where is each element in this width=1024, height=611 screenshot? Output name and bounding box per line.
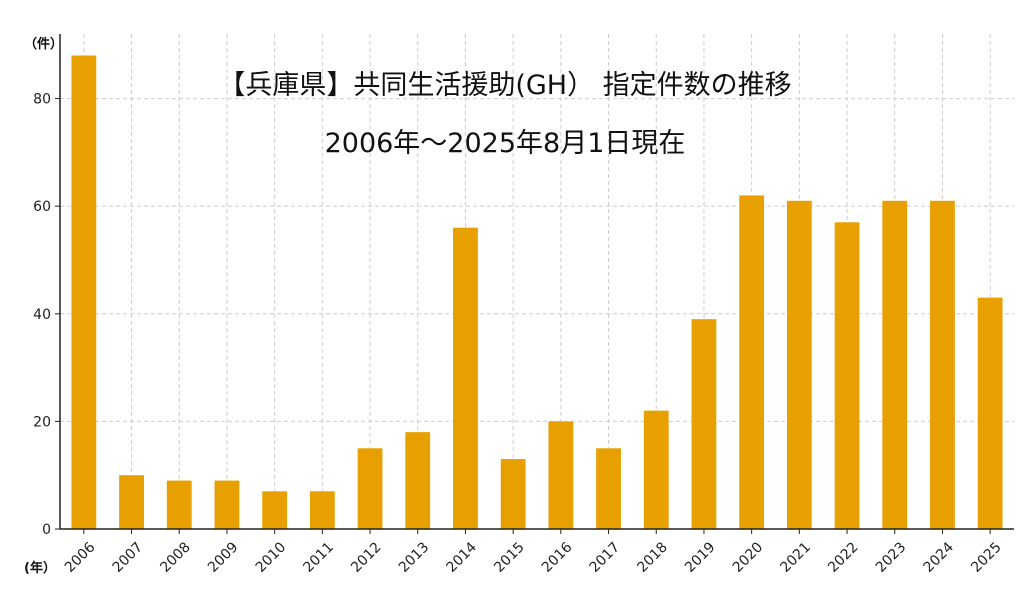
x-tick-label: 2017: [587, 539, 624, 576]
x-tick-label: 2015: [491, 539, 528, 576]
x-tick-label: 2010: [253, 539, 290, 576]
x-axis-label: (年）: [24, 560, 56, 576]
bar: [262, 491, 288, 529]
x-tick-label: 2020: [730, 539, 767, 576]
x-tick-label: 2023: [873, 539, 910, 576]
y-tick-label: 20: [33, 414, 51, 430]
bar: [882, 200, 908, 530]
bar: [500, 459, 526, 529]
bar: [405, 432, 431, 529]
y-tick-label: 60: [33, 199, 51, 215]
bar: [977, 297, 1003, 529]
x-tick-label: 2025: [968, 539, 1005, 576]
x-tick-label: 2008: [157, 539, 194, 576]
bar: [643, 410, 669, 529]
bar: [119, 475, 144, 529]
bar: [71, 55, 97, 530]
y-tick-label: 0: [42, 522, 51, 538]
y-tick-label: 80: [33, 92, 51, 108]
x-tick-label: 2007: [110, 539, 147, 576]
bar: [357, 448, 383, 529]
chart-subtitle: 2006年～2025年8月1日現在: [325, 128, 686, 159]
x-tick-label: 2022: [825, 539, 862, 576]
x-tick-label: 2009: [205, 539, 242, 576]
x-tick-label: 2024: [921, 539, 958, 576]
x-tick-label: 2019: [682, 539, 719, 576]
x-tick-label: 2018: [634, 539, 671, 576]
axes: [59, 34, 1014, 530]
y-tick-labels: 0 20 40 60 80: [33, 92, 60, 538]
grid-lines: [60, 34, 1014, 529]
x-tick-label: 2006: [62, 539, 99, 576]
y-axis-label: （件）: [24, 36, 63, 52]
x-tick-label: 2021: [777, 539, 814, 576]
bar: [596, 448, 621, 529]
x-tick-label: 2013: [396, 539, 433, 576]
x-tick-label: 2016: [539, 539, 576, 576]
bar: [214, 480, 240, 529]
bar: [691, 319, 717, 529]
bar: [166, 480, 192, 529]
x-tick-label: 2012: [348, 539, 385, 576]
x-tick-label: 2014: [444, 539, 481, 576]
bar: [786, 200, 812, 530]
chart-title: 【兵庫県】共同生活援助(GH） 指定件数の推移: [218, 70, 791, 101]
bar: [739, 195, 765, 530]
x-tick-label: 2011: [300, 539, 337, 576]
bars: [71, 55, 1003, 530]
bar: [548, 421, 574, 529]
bar: [309, 491, 335, 529]
y-tick-label: 40: [33, 307, 51, 323]
x-tick-labels: 2006 2007 2008 2009 2010 2011 2012 2013 2014 2015…: [62, 529, 1005, 576]
bar: [834, 222, 860, 529]
bar: [930, 200, 955, 530]
bar: [453, 227, 478, 529]
